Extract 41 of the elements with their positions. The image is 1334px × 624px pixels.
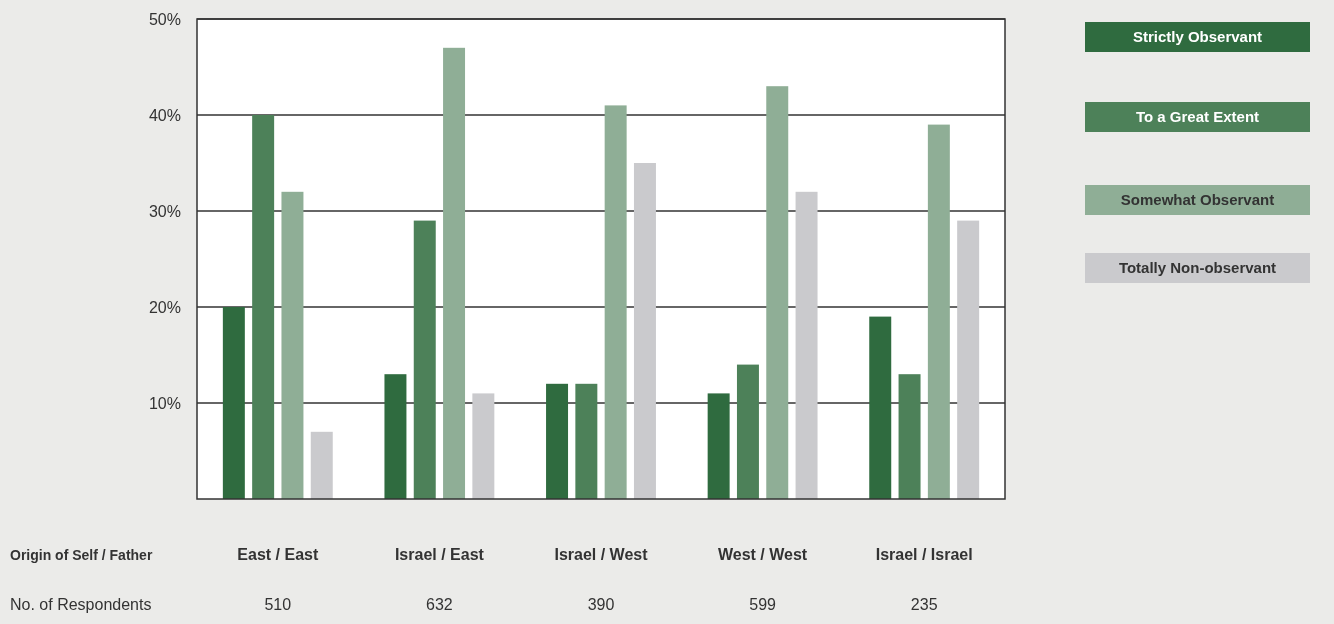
bar (795, 191, 818, 499)
y-tick-label: 30% (148, 202, 181, 220)
bar (413, 220, 436, 499)
text: 599 (749, 596, 777, 613)
text: No. of Respondents (10, 596, 152, 613)
text: 390 (587, 596, 615, 613)
text: Strictly Observant (1132, 28, 1263, 46)
bar (384, 374, 407, 499)
x-tick-label: Israel / East (394, 546, 485, 563)
text: Totally Non-observant (1118, 259, 1277, 277)
bar (443, 47, 466, 499)
y-tick-label: 20% (148, 298, 181, 316)
bar (546, 383, 569, 499)
bar (310, 431, 333, 499)
y-tick-label: 50% (148, 10, 181, 28)
text: 510 (264, 596, 292, 613)
bar (736, 364, 759, 499)
x-tick-label: West / West (717, 546, 808, 563)
bar (472, 393, 495, 499)
text: 632 (426, 596, 453, 613)
bar (222, 307, 245, 499)
bar (633, 163, 656, 499)
bar (869, 316, 892, 499)
y-tick-label: 40% (148, 106, 181, 124)
bar (707, 393, 730, 499)
bar (957, 220, 980, 499)
bar (281, 191, 304, 499)
x-tick-label: Israel / West (554, 546, 649, 563)
bar (604, 105, 627, 499)
text: Somewhat Observant (1120, 191, 1275, 209)
text: 235 (910, 596, 938, 613)
text: To a Great Extent (1135, 108, 1260, 126)
bar (252, 115, 275, 499)
x-axis-title: Origin of Self / Father (10, 547, 153, 563)
y-tick-label: 10% (148, 394, 181, 412)
x-tick-label: Israel / Israel (875, 546, 973, 563)
x-tick-label: East / East (237, 546, 319, 563)
bar (927, 124, 950, 499)
bar (898, 374, 921, 499)
bar (575, 383, 598, 499)
bar (766, 86, 789, 499)
